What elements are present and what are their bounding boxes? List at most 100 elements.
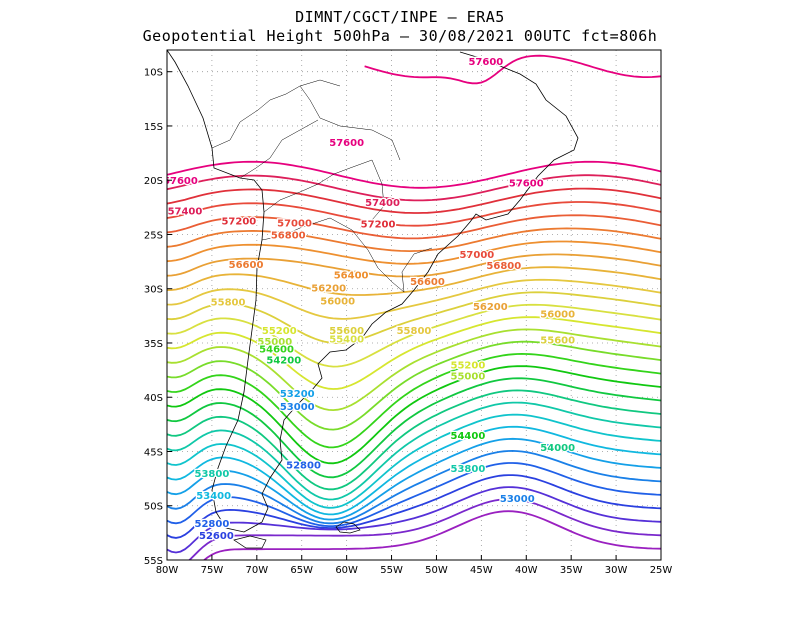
contour-55600 bbox=[167, 291, 661, 345]
contour-56800 bbox=[167, 214, 661, 240]
x-tick-label: 45W bbox=[470, 565, 493, 576]
y-tick-label: 20S bbox=[144, 176, 163, 187]
contour-label: 54400 bbox=[450, 431, 485, 442]
coastlines-and-borders bbox=[167, 50, 579, 549]
x-tick-label: 70W bbox=[246, 565, 269, 576]
contour-label: 55800 bbox=[211, 298, 246, 309]
falkland-islands bbox=[335, 521, 361, 534]
contour-label: 57600 bbox=[329, 138, 364, 149]
contour-52000 bbox=[202, 510, 661, 560]
contour-label: 56800 bbox=[486, 261, 521, 272]
contour-label: 56000 bbox=[320, 297, 355, 308]
height-contours bbox=[167, 54, 661, 560]
contour-53000 bbox=[167, 449, 661, 525]
contour-56400 bbox=[167, 240, 661, 265]
contour-label: 52800 bbox=[286, 461, 321, 472]
contour-label: 57400 bbox=[365, 198, 400, 209]
contour-label: 55800 bbox=[397, 326, 432, 337]
contour-55000 bbox=[167, 328, 661, 412]
x-tick-label: 35W bbox=[560, 565, 583, 576]
contour-57600-north bbox=[364, 54, 661, 85]
contour-53800 bbox=[167, 401, 661, 501]
contour-label: 53000 bbox=[280, 402, 315, 413]
contour-label: 55200 bbox=[262, 326, 297, 337]
x-tick-label: 55W bbox=[380, 565, 403, 576]
contour-57000 bbox=[167, 201, 661, 227]
contour-53200 bbox=[167, 437, 661, 521]
x-tick-label: 60W bbox=[335, 565, 358, 576]
contour-label: 53800 bbox=[450, 464, 485, 475]
plot-frame bbox=[166, 49, 662, 561]
contour-52800 bbox=[167, 462, 661, 527]
y-tick-label: 10S bbox=[144, 68, 163, 79]
contour-label: 57400 bbox=[168, 207, 203, 218]
contour-label: 53000 bbox=[500, 494, 535, 505]
contour-label: 57000 bbox=[459, 250, 494, 261]
x-tick-label: 80W bbox=[156, 565, 179, 576]
contour-label: 55600 bbox=[329, 326, 364, 337]
y-tick-label: 25S bbox=[144, 230, 163, 241]
contour-54600 bbox=[167, 352, 661, 449]
y-tick-label: 45S bbox=[144, 447, 163, 458]
contour-55200 bbox=[167, 316, 661, 390]
contour-label: 52800 bbox=[195, 519, 230, 530]
y-tick-label: 50S bbox=[144, 502, 163, 513]
country-borders bbox=[211, 79, 433, 293]
contour-54000 bbox=[167, 389, 661, 491]
contour-label: 57000 bbox=[277, 219, 312, 230]
contour-label: 55000 bbox=[450, 372, 485, 383]
contour-label: 56600 bbox=[229, 260, 264, 271]
contour-label: 57200 bbox=[221, 216, 256, 227]
contour-57600 bbox=[167, 160, 661, 189]
contour-53400 bbox=[167, 425, 661, 516]
contour-53600 bbox=[167, 413, 661, 509]
contour-52400 bbox=[167, 486, 661, 554]
contour-label: 56200 bbox=[473, 302, 508, 313]
contour-52200 bbox=[188, 498, 661, 560]
contour-54200 bbox=[167, 377, 661, 479]
contour-55800 bbox=[167, 278, 661, 320]
lat-lon-grid bbox=[167, 50, 661, 560]
contour-label: 53200 bbox=[280, 389, 315, 400]
tierra-del-fuego bbox=[233, 535, 267, 549]
x-tick-label: 50W bbox=[425, 565, 448, 576]
x-tick-label: 40W bbox=[515, 565, 538, 576]
y-tick-label: 35S bbox=[144, 339, 163, 350]
contour-label: 54000 bbox=[540, 443, 575, 454]
x-tick-label: 25W bbox=[650, 565, 673, 576]
x-tick-label: 75W bbox=[201, 565, 224, 576]
contour-52600 bbox=[167, 474, 661, 539]
contour-56600 bbox=[167, 227, 661, 253]
y-tick-label: 15S bbox=[144, 122, 163, 133]
y-tick-label: 40S bbox=[144, 393, 163, 404]
contour-label: 52600 bbox=[199, 531, 234, 542]
contour-label: 56800 bbox=[271, 230, 306, 241]
contour-label: 56000 bbox=[540, 310, 575, 321]
south-america-coastline bbox=[167, 50, 579, 533]
latitude-axis: 10S 15S 20S 25S 30S 35S 40S 45S 50S 55S bbox=[144, 68, 172, 567]
contour-54800 bbox=[167, 340, 661, 431]
contour-label: 55200 bbox=[450, 361, 485, 372]
contour-label: 55000 bbox=[257, 337, 292, 348]
contour-label: 53800 bbox=[195, 469, 230, 480]
contour-label: 53400 bbox=[196, 491, 231, 502]
contour-label: 55400 bbox=[329, 335, 364, 346]
x-tick-label: 30W bbox=[605, 565, 628, 576]
contour-57200 bbox=[167, 187, 661, 214]
map-title-line1: DIMNT/CGCT/INPE – ERA5 bbox=[295, 8, 505, 26]
contour-label: 57600 bbox=[163, 176, 198, 187]
x-tick-label: 65W bbox=[290, 565, 313, 576]
map-title-line2: Geopotential Height 500hPa – 30/08/2021 … bbox=[142, 27, 658, 45]
contour-label: 56400 bbox=[334, 271, 369, 282]
contour-label: 55600 bbox=[540, 336, 575, 347]
contour-label: 54200 bbox=[266, 355, 301, 366]
y-tick-label: 30S bbox=[144, 285, 163, 296]
contour-label: 56200 bbox=[311, 284, 346, 295]
contour-label: 57600 bbox=[509, 178, 544, 189]
contour-label: 56600 bbox=[410, 277, 445, 288]
longitude-axis: 80W 75W 70W 65W 60W 55W 50W 45W 40W 35W 30W 25W bbox=[156, 555, 673, 576]
contour-label: 57200 bbox=[361, 220, 396, 231]
contour-label: 54600 bbox=[259, 344, 294, 355]
contour-56000 bbox=[167, 266, 661, 296]
contour-labels: 57600 57600 57600 57600 57400 57400 57200 57200… bbox=[163, 56, 576, 544]
